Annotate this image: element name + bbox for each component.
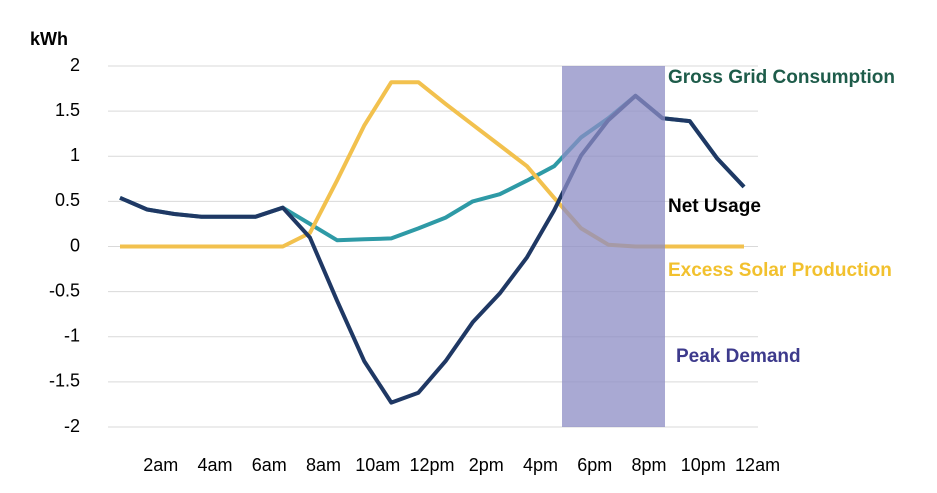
x-tick-label: 12pm [409, 455, 454, 475]
x-tick-label: 8pm [632, 455, 667, 475]
x-tick-label: 4pm [523, 455, 558, 475]
x-tick-label: 2pm [469, 455, 504, 475]
peak-demand-highlight [562, 66, 665, 427]
y-tick-label: 1 [70, 145, 80, 165]
y-tick-label: -1 [64, 326, 80, 346]
x-tick-label: 4am [197, 455, 232, 475]
x-tick-label: 6am [252, 455, 287, 475]
annotation: Net Usage [668, 196, 761, 217]
y-tick-label: 0.5 [55, 190, 80, 210]
x-tick-label: 10pm [681, 455, 726, 475]
y-tick-label: -2 [64, 416, 80, 436]
annotation: Peak Demand [676, 346, 801, 367]
x-tick-label: 6pm [577, 455, 612, 475]
y-axis-label: kWh [30, 29, 68, 49]
x-tick-label: 8am [306, 455, 341, 475]
y-tick-label: 1.5 [55, 100, 80, 120]
annotation: Excess Solar Production [668, 260, 892, 281]
x-tick-label: 12am [735, 455, 780, 475]
x-tick-label: 10am [355, 455, 400, 475]
y-tick-label: 2 [70, 55, 80, 75]
y-tick-label: -1.5 [49, 371, 80, 391]
x-tick-label: 2am [143, 455, 178, 475]
annotation: Gross Grid Consumption [668, 67, 895, 88]
y-tick-label: 0 [70, 235, 80, 255]
y-tick-label: -0.5 [49, 280, 80, 300]
